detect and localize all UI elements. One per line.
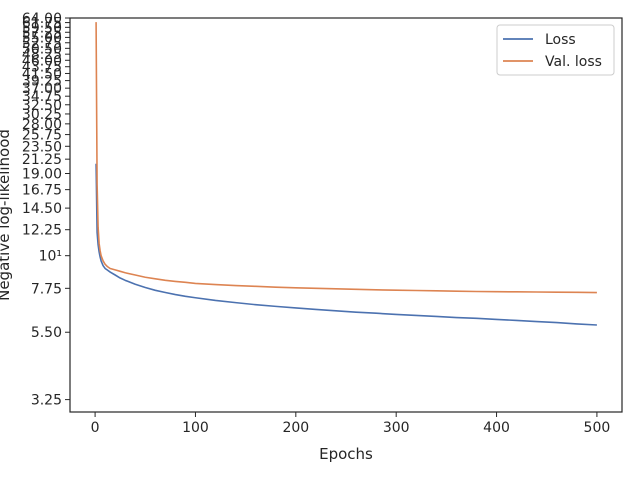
series-line-val-loss <box>95 22 597 294</box>
x-axis: 0 100 200 300 400 500 <box>91 412 611 436</box>
y-tick-label: 7.75 <box>31 281 62 297</box>
y-tick-label: 59.50 <box>22 20 62 36</box>
y-tick-label: 50.50 <box>22 41 62 57</box>
y-tick-label: 52.75 <box>22 36 62 52</box>
y-tick-label: 14.50 <box>22 201 62 217</box>
legend: Loss Val. loss <box>496 24 615 76</box>
y-tick-label: 30.25 <box>22 107 62 123</box>
series-line-loss <box>95 163 597 326</box>
y-tick-label: 57.25 <box>22 25 62 41</box>
y-tick-label: 10¹ <box>39 249 62 265</box>
y-axis-label: Negative log-likelihood <box>0 129 13 301</box>
y-tick-label: 28.00 <box>22 117 62 133</box>
y-tick-label: 39.25 <box>22 74 62 90</box>
plot-frame <box>69 17 623 413</box>
y-tick-label: 61.75 <box>22 16 62 32</box>
x-tick-label: 100 <box>182 420 209 436</box>
legend-label: Loss <box>545 32 576 48</box>
x-tick-label: 300 <box>383 420 410 436</box>
y-tick-label: 25.75 <box>22 128 62 144</box>
x-axis-label: Epochs <box>319 445 373 463</box>
y-tick-label: 34.75 <box>22 89 62 105</box>
y-tick-label: 32.50 <box>22 98 62 114</box>
y-tick-label: 3.25 <box>31 393 62 409</box>
y-tick-label: 19.00 <box>22 167 62 183</box>
x-tick-label: 500 <box>584 420 611 436</box>
y-tick-label: 37.00 <box>22 81 62 97</box>
y-tick-label: 16.75 <box>22 183 62 199</box>
y-tick-label: 43.75 <box>22 60 62 76</box>
y-tick-label: 55.00 <box>22 30 62 46</box>
legend-box <box>496 24 615 76</box>
x-tick-label: 200 <box>282 420 309 436</box>
y-tick-label: 5.50 <box>31 325 62 341</box>
y-tick-label: 48.25 <box>22 47 62 63</box>
y-tick-label: 46.00 <box>22 53 62 69</box>
y-tick-label: 23.50 <box>22 139 62 155</box>
y-tick-label: 41.50 <box>22 66 62 82</box>
y-tick-label: 64.00 <box>22 11 62 27</box>
y-tick-label: 12.25 <box>22 223 62 239</box>
x-tick-label: 0 <box>91 420 100 436</box>
x-tick-label: 400 <box>483 420 510 436</box>
series-layer <box>95 22 597 326</box>
legend-label: Val. loss <box>545 54 602 70</box>
y-axis: 3.25 5.50 7.75 10¹ 12.25 14.50 16.7519.0021.25… <box>22 11 70 409</box>
y-tick-label: 21.25 <box>22 152 62 168</box>
